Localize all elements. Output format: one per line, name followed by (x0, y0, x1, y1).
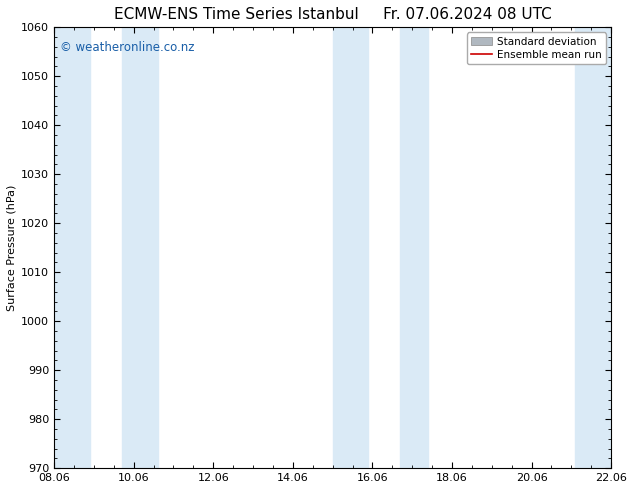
Legend: Standard deviation, Ensemble mean run: Standard deviation, Ensemble mean run (467, 32, 606, 64)
Bar (333, 27, 368, 468)
Bar (400, 27, 428, 468)
Bar (575, 27, 613, 468)
Title: ECMW-ENS Time Series Istanbul     Fr. 07.06.2024 08 UTC: ECMW-ENS Time Series Istanbul Fr. 07.06.… (113, 7, 552, 22)
Y-axis label: Surface Pressure (hPa): Surface Pressure (hPa) (7, 185, 17, 311)
Bar (122, 27, 157, 468)
Bar (52, 27, 90, 468)
Text: © weatheronline.co.nz: © weatheronline.co.nz (60, 41, 194, 53)
